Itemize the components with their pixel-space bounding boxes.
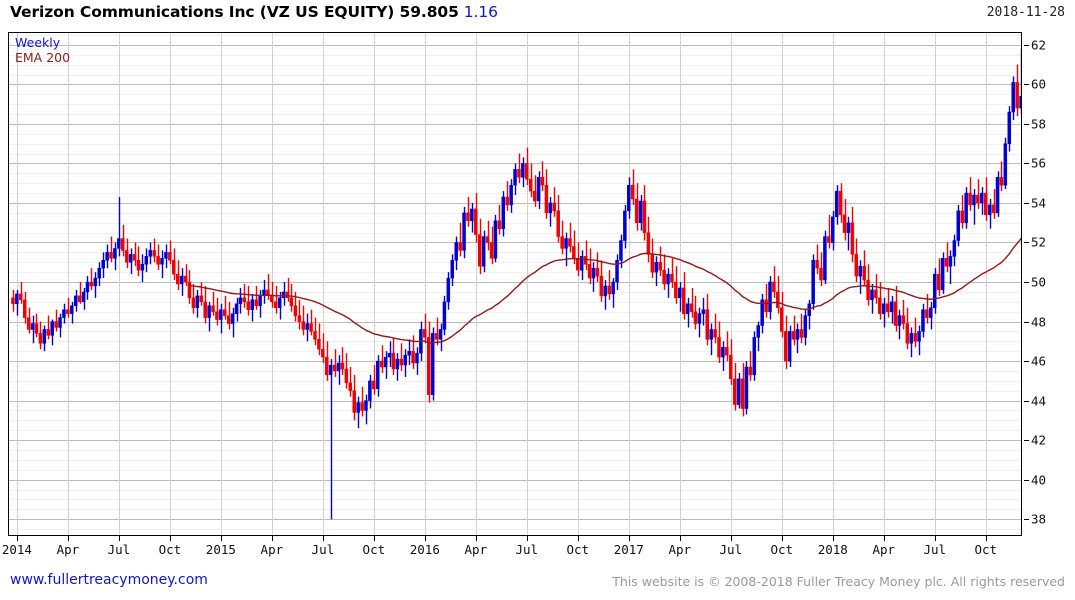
chart-header: Verizon Communications Inc (VZ US EQUITY…	[0, 0, 1075, 30]
x-tick-label: 2014	[1, 542, 32, 557]
y-tick-label: 60	[1031, 76, 1047, 92]
ema-200-line	[189, 237, 1021, 344]
y-tick-mark	[1024, 321, 1029, 323]
x-tick-label: 2015	[205, 542, 236, 557]
x-tick-label: Jul	[923, 542, 947, 557]
site-url-link[interactable]: www.fullertreacymoney.com	[10, 572, 208, 588]
x-tick-label: Oct	[770, 542, 794, 557]
page-title: Verizon Communications Inc (VZ US EQUITY…	[10, 3, 498, 21]
y-tick-mark	[1024, 84, 1029, 86]
y-tick-mark	[1024, 519, 1029, 521]
y-axis: 38 40 42 44 46 48 50 52 54 56 58 60 62	[1024, 32, 1074, 536]
x-tick-label: Apr	[56, 542, 80, 557]
x-tick-mark	[832, 536, 834, 541]
x-tick-label: Apr	[872, 542, 896, 557]
x-tick-mark	[679, 536, 681, 541]
x-tick-mark	[169, 536, 171, 541]
y-tick-mark	[1024, 44, 1029, 46]
y-tick-label: 54	[1031, 195, 1047, 211]
copyright-notice: This website is © 2008-2018 Fuller Treac…	[612, 574, 1065, 589]
x-tick-label: Oct	[158, 542, 182, 557]
x-tick-mark	[526, 536, 528, 541]
x-tick-mark	[322, 536, 324, 541]
x-tick-mark	[628, 536, 630, 541]
x-tick-label: Oct	[566, 542, 590, 557]
x-tick-label: Oct	[362, 542, 386, 557]
x-tick-mark	[781, 536, 783, 541]
x-tick-mark	[271, 536, 273, 541]
y-tick-label: 50	[1031, 274, 1047, 290]
gridlines-minor	[9, 35, 1021, 530]
x-tick-mark	[934, 536, 936, 541]
y-tick-mark	[1024, 202, 1029, 204]
y-tick-mark	[1024, 242, 1029, 244]
x-tick-mark	[424, 536, 426, 541]
x-tick-mark	[118, 536, 120, 541]
gridlines-vertical	[17, 33, 987, 535]
y-tick-mark	[1024, 123, 1029, 125]
x-tick-mark	[16, 536, 18, 541]
x-tick-label: Jul	[719, 542, 743, 557]
x-tick-label: Apr	[260, 542, 284, 557]
y-tick-label: 42	[1031, 432, 1047, 448]
y-tick-mark	[1024, 361, 1029, 363]
x-tick-label: 2018	[817, 542, 848, 557]
y-tick-label: 46	[1031, 353, 1047, 369]
x-tick-mark	[730, 536, 732, 541]
chart-date: 2018-11-28	[986, 5, 1065, 20]
y-tick-label: 44	[1031, 393, 1047, 409]
x-tick-label: Apr	[668, 542, 692, 557]
y-tick-mark	[1024, 400, 1029, 402]
y-tick-mark	[1024, 440, 1029, 442]
y-tick-label: 38	[1031, 511, 1047, 527]
instrument-title: Verizon Communications Inc (VZ US EQUITY…	[10, 3, 459, 21]
y-tick-label: 40	[1031, 472, 1047, 488]
candlestick-plot	[9, 33, 1021, 535]
x-tick-mark	[67, 536, 69, 541]
y-tick-mark	[1024, 163, 1029, 165]
x-tick-mark	[985, 536, 987, 541]
y-tick-label: 62	[1031, 37, 1047, 53]
y-tick-mark	[1024, 479, 1029, 481]
x-axis: 2014 Apr Jul Oct 2015 Apr Jul Oct 2016 Apr Jul Oct 2…	[2, 536, 1022, 562]
y-tick-label: 56	[1031, 155, 1047, 171]
y-tick-mark	[1024, 282, 1029, 284]
x-tick-label: Jul	[515, 542, 539, 557]
x-tick-label: Apr	[464, 542, 488, 557]
price-change: 1.16	[463, 3, 498, 21]
x-tick-mark	[577, 536, 579, 541]
x-tick-label: Jul	[311, 542, 335, 557]
candlestick-series	[11, 48, 1021, 520]
x-tick-mark	[883, 536, 885, 541]
x-tick-label: Oct	[974, 542, 998, 557]
x-tick-mark	[220, 536, 222, 541]
x-tick-label: 2016	[409, 542, 440, 557]
plot-area[interactable]: Weekly EMA 200	[8, 32, 1022, 536]
y-tick-label: 52	[1031, 234, 1047, 250]
x-tick-label: Jul	[107, 542, 131, 557]
y-tick-label: 48	[1031, 314, 1047, 330]
x-tick-label: 2017	[613, 542, 644, 557]
x-tick-mark	[373, 536, 375, 541]
y-tick-label: 58	[1031, 116, 1047, 132]
x-tick-mark	[475, 536, 477, 541]
chart-footer: www.fullertreacymoney.com This website i…	[0, 572, 1075, 596]
